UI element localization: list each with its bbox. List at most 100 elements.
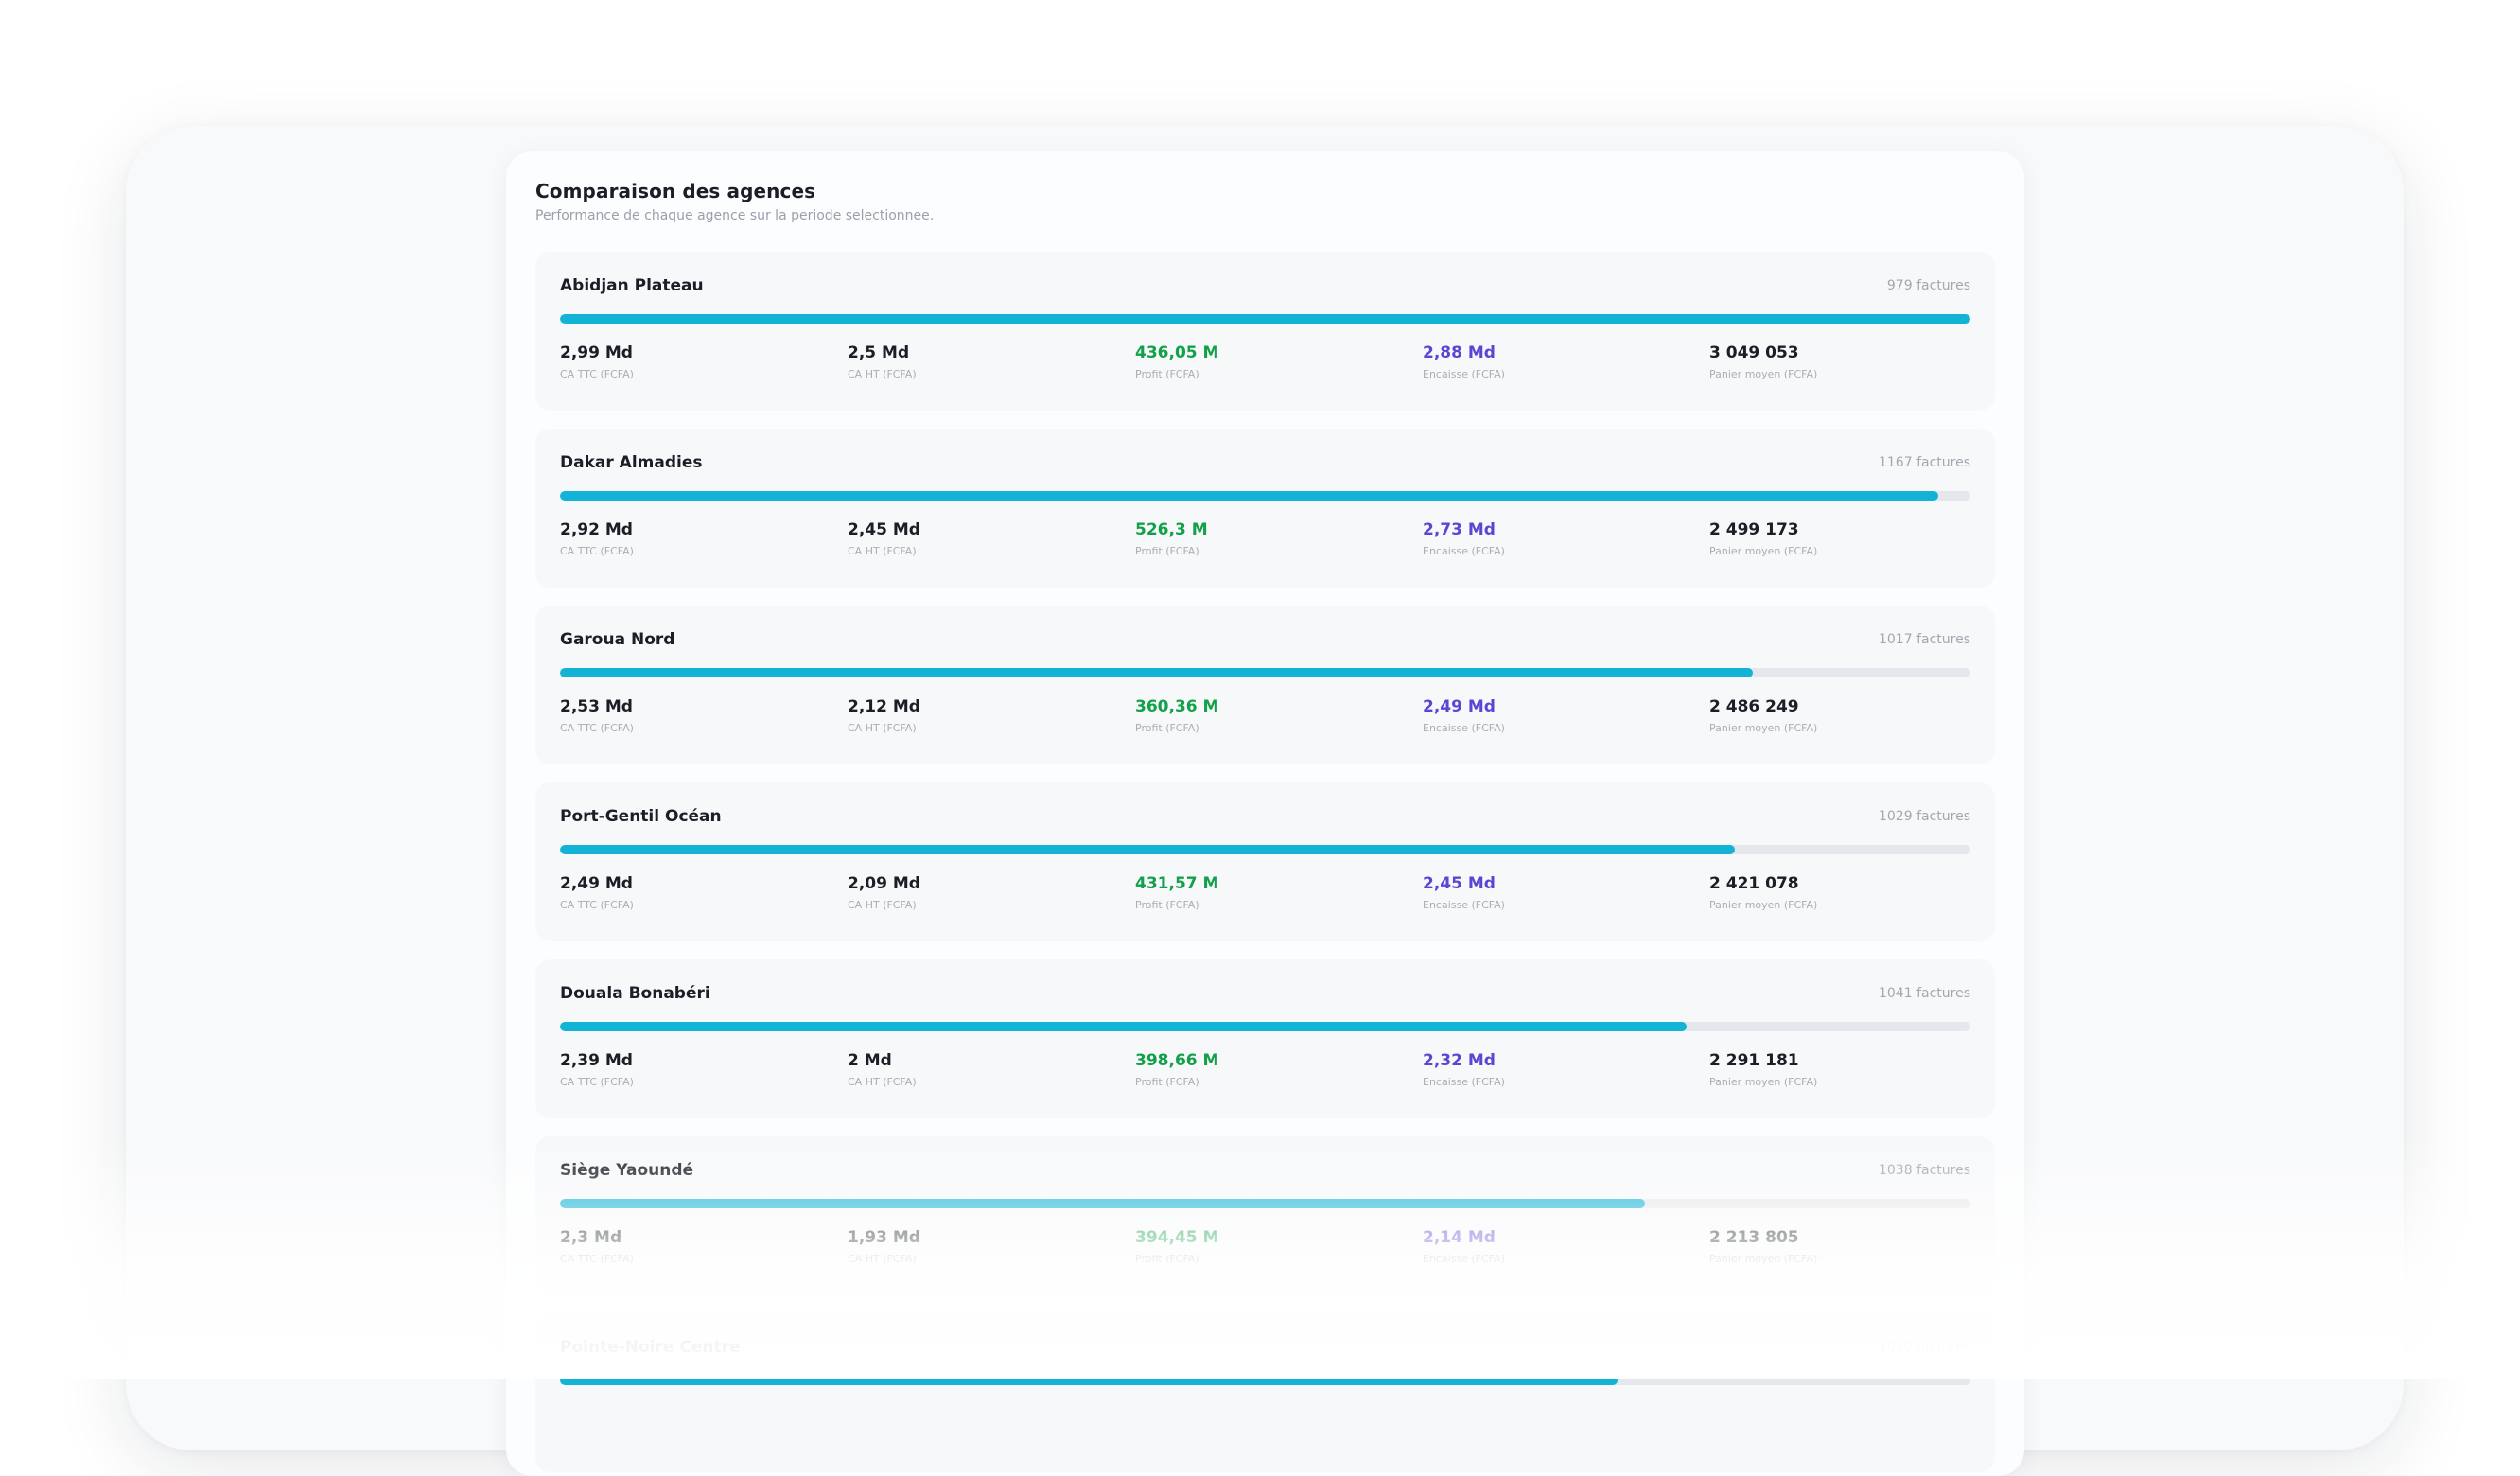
metric-encaisse: 2,73 Md Encaisse (FCFA)	[1423, 520, 1505, 557]
metric-profit: 360,36 M Profit (FCFA)	[1135, 697, 1218, 734]
progress-bar-fill	[560, 491, 1938, 501]
metric-label: Encaisse (FCFA)	[1423, 368, 1505, 380]
metric-value: 2,53 Md	[560, 697, 633, 716]
metric-label: Panier moyen (FCFA)	[1709, 899, 1818, 911]
metric-value: 2,3 Md	[560, 1228, 622, 1247]
progress-bar-track	[560, 491, 1970, 501]
metric-value: 394,45 M	[1135, 1228, 1219, 1247]
agency-card-abidjan-plateau[interactable]: Abidjan Plateau 979 factures 2,99 Md CA …	[535, 252, 1995, 411]
metric-label: Panier moyen (FCFA)	[1709, 545, 1818, 557]
metric-label: Profit (FCFA)	[1135, 1076, 1199, 1088]
invoice-count: 979 factures	[1886, 278, 1970, 293]
metric-panier: 2 421 078 Panier moyen (FCFA)	[1709, 874, 1817, 911]
metric-encaisse: 2,88 Md Encaisse (FCFA)	[1423, 343, 1505, 380]
metric-value: 436,05 M	[1135, 343, 1219, 362]
metric-panier: 2 486 249 Panier moyen (FCFA)	[1709, 697, 1817, 734]
metric-ca-ttc: 2,39 Md CA TTC (FCFA)	[560, 1051, 634, 1088]
invoice-count: 1017 factures	[1878, 632, 1970, 647]
metric-encaisse: 2,49 Md Encaisse (FCFA)	[1423, 697, 1505, 734]
progress-bar-fill	[560, 1022, 1688, 1031]
metric-value: 2,73 Md	[1423, 520, 1496, 539]
metric-label: CA TTC (FCFA)	[560, 368, 634, 380]
metric-value: 526,3 M	[1135, 520, 1208, 539]
metric-label: Encaisse (FCFA)	[1423, 545, 1505, 557]
metric-panier: 2 213 805 Panier moyen (FCFA)	[1709, 1228, 1817, 1265]
progress-bar-fill	[560, 668, 1754, 677]
agency-card-port-gentil-oc-an[interactable]: Port-Gentil Océan 1029 factures 2,49 Md …	[535, 782, 1995, 941]
agency-card-douala-bonab-ri[interactable]: Douala Bonabéri 1041 factures 2,39 Md CA…	[535, 959, 1995, 1118]
metric-label: Profit (FCFA)	[1135, 899, 1199, 911]
agency-card-si-ge-yaound-[interactable]: Siège Yaoundé 1038 factures 2,3 Md CA TT…	[535, 1136, 1995, 1295]
agency-name: Port-Gentil Océan	[560, 807, 722, 826]
metric-label: Profit (FCFA)	[1135, 1253, 1199, 1265]
progress-bar-track	[560, 314, 1970, 324]
metric-label: CA TTC (FCFA)	[560, 545, 634, 557]
progress-bar-track	[560, 1022, 1970, 1031]
metric-value: 2,92 Md	[560, 520, 633, 539]
invoice-count: 1029 factures	[1878, 809, 1970, 824]
invoice-count: 1167 factures	[1878, 455, 1970, 470]
metric-label: CA TTC (FCFA)	[560, 1253, 634, 1265]
metric-value: 3 049 053	[1709, 343, 1799, 362]
progress-bar-track	[560, 845, 1970, 854]
metric-label: Panier moyen (FCFA)	[1709, 368, 1818, 380]
metric-encaisse: 2,45 Md Encaisse (FCFA)	[1423, 874, 1505, 911]
metric-value: 431,57 M	[1135, 874, 1219, 893]
metric-label: CA HT (FCFA)	[848, 368, 917, 380]
agency-name: Pointe-Noire Centre	[560, 1338, 741, 1357]
progress-bar-track	[560, 1199, 1970, 1208]
metric-encaisse: 2,14 Md Encaisse (FCFA)	[1423, 1228, 1505, 1265]
metric-value: 2 291 181	[1709, 1051, 1799, 1070]
metric-value: 2,49 Md	[560, 874, 633, 893]
progress-bar-fill	[560, 1199, 1645, 1208]
agency-name: Abidjan Plateau	[560, 276, 704, 295]
agency-card-garoua-nord[interactable]: Garoua Nord 1017 factures 2,53 Md CA TTC…	[535, 606, 1995, 764]
agency-comparison-panel: Comparaison des agences Performance de c…	[506, 151, 2024, 1476]
metric-value: 2,12 Md	[848, 697, 920, 716]
metric-panier: 2 291 181 Panier moyen (FCFA)	[1709, 1051, 1817, 1088]
agency-name: Dakar Almadies	[560, 453, 703, 472]
metric-profit: 431,57 M Profit (FCFA)	[1135, 874, 1218, 911]
metric-label: Panier moyen (FCFA)	[1709, 722, 1818, 734]
metric-value: 2 499 173	[1709, 520, 1799, 539]
metric-label: CA TTC (FCFA)	[560, 899, 634, 911]
metric-profit: 436,05 M Profit (FCFA)	[1135, 343, 1218, 380]
metric-label: CA HT (FCFA)	[848, 545, 917, 557]
invoice-count: 1038 factures	[1878, 1163, 1970, 1178]
metric-label: CA HT (FCFA)	[848, 899, 917, 911]
metric-label: Encaisse (FCFA)	[1423, 1253, 1505, 1265]
metric-ca-ht: 1,93 Md CA HT (FCFA)	[848, 1228, 920, 1265]
metric-ca-ht: 2,45 Md CA HT (FCFA)	[848, 520, 920, 557]
metric-label: CA TTC (FCFA)	[560, 1076, 634, 1088]
metric-label: Profit (FCFA)	[1135, 722, 1199, 734]
metric-ca-ht: 2,5 Md CA HT (FCFA)	[848, 343, 917, 380]
metric-ca-ttc: 2,92 Md CA TTC (FCFA)	[560, 520, 634, 557]
metric-label: CA TTC (FCFA)	[560, 722, 634, 734]
progress-bar-fill	[560, 314, 1970, 324]
metric-encaisse: 2,32 Md Encaisse (FCFA)	[1423, 1051, 1505, 1088]
metric-profit: 394,45 M Profit (FCFA)	[1135, 1228, 1218, 1265]
metric-profit: 526,3 M Profit (FCFA)	[1135, 520, 1208, 557]
metric-value: 2,99 Md	[560, 343, 633, 362]
metric-value: 2,45 Md	[848, 520, 920, 539]
metric-label: CA HT (FCFA)	[848, 1253, 917, 1265]
metric-value: 2,45 Md	[1423, 874, 1496, 893]
metric-label: CA HT (FCFA)	[848, 1076, 917, 1088]
agency-card-dakar-almadies[interactable]: Dakar Almadies 1167 factures 2,92 Md CA …	[535, 429, 1995, 588]
agency-name: Garoua Nord	[560, 630, 675, 649]
metric-profit: 398,66 M Profit (FCFA)	[1135, 1051, 1218, 1088]
metric-value: 1,93 Md	[848, 1228, 920, 1247]
invoice-count: 1041 factures	[1878, 986, 1970, 1001]
metric-ca-ttc: 2,99 Md CA TTC (FCFA)	[560, 343, 634, 380]
metric-value: 2 421 078	[1709, 874, 1799, 893]
metric-value: 2,49 Md	[1423, 697, 1496, 716]
metric-label: Encaisse (FCFA)	[1423, 1076, 1505, 1088]
agency-card-pointe-noire-centre[interactable]: Pointe-Noire Centre 1030 factures	[535, 1313, 1995, 1472]
metric-ca-ttc: 2,3 Md CA TTC (FCFA)	[560, 1228, 634, 1265]
metric-label: Encaisse (FCFA)	[1423, 722, 1505, 734]
metric-ca-ttc: 2,49 Md CA TTC (FCFA)	[560, 874, 634, 911]
metric-value: 2 486 249	[1709, 697, 1799, 716]
agency-name: Douala Bonabéri	[560, 984, 710, 1003]
agency-name: Siège Yaoundé	[560, 1161, 694, 1180]
progress-bar-fill	[560, 1376, 1619, 1385]
